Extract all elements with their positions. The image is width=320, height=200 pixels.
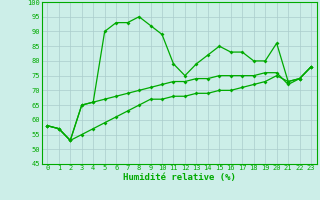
X-axis label: Humidité relative (%): Humidité relative (%) xyxy=(123,173,236,182)
